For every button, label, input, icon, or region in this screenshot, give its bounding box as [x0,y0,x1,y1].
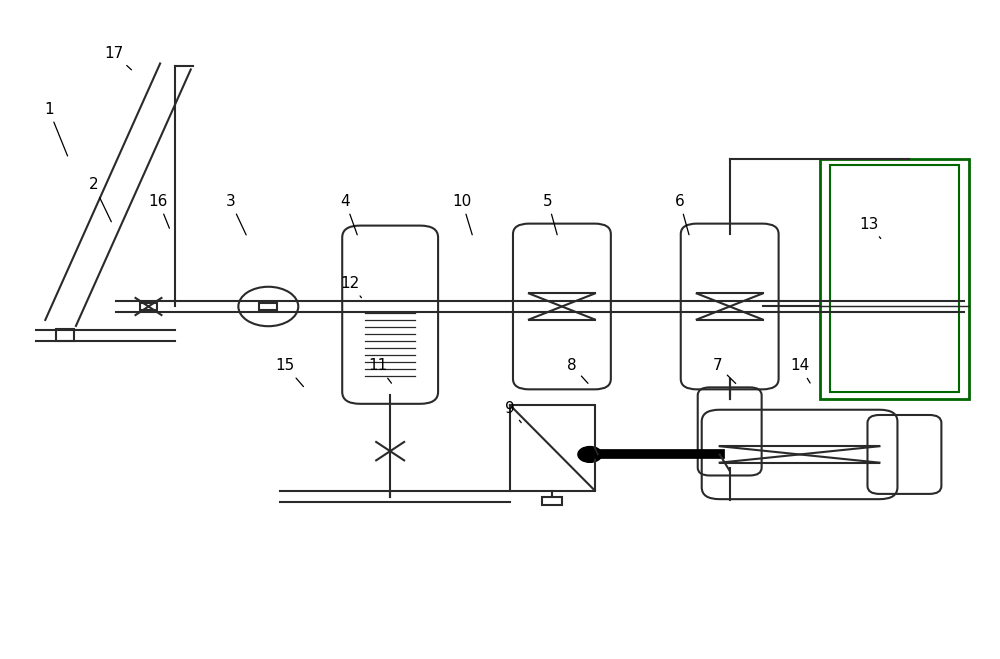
Bar [542,497,562,505]
Bar [140,302,157,310]
Text: 1: 1 [44,101,68,156]
Text: 6: 6 [675,194,689,235]
Text: 8: 8 [567,358,588,384]
Bar [56,329,74,341]
Text: 2: 2 [89,177,111,222]
Text: 14: 14 [790,358,810,383]
Text: 17: 17 [104,46,131,70]
Text: 4: 4 [340,194,357,235]
Text: 15: 15 [276,358,303,387]
Text: 3: 3 [226,194,246,235]
Text: 7: 7 [713,358,736,384]
Text: 9: 9 [505,401,521,422]
Circle shape [578,447,602,463]
Text: 13: 13 [860,217,881,239]
Bar [259,302,277,310]
Bar [830,165,959,392]
Text: 10: 10 [452,194,472,235]
Bar [820,159,969,399]
Text: 5: 5 [543,194,557,235]
Bar [510,405,595,490]
Text: 16: 16 [149,194,169,228]
Text: 11: 11 [369,358,391,383]
Text: 12: 12 [341,276,361,298]
